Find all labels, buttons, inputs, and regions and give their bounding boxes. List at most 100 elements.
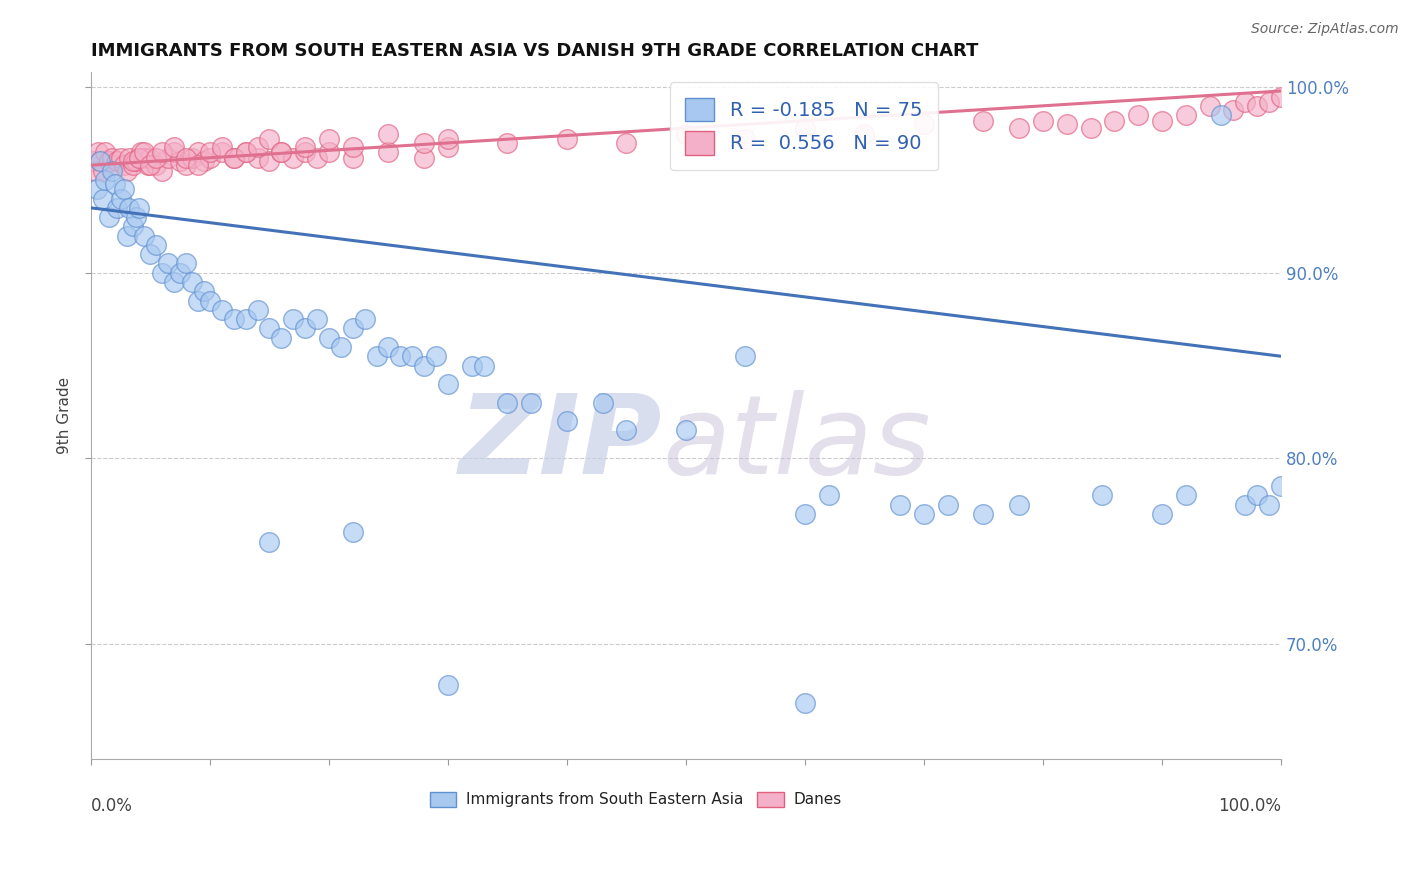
Point bbox=[97, 210, 120, 224]
Point bbox=[198, 151, 221, 165]
Point bbox=[187, 293, 209, 308]
Point bbox=[84, 163, 107, 178]
Point bbox=[139, 158, 162, 172]
Point bbox=[318, 132, 340, 146]
Point bbox=[1150, 113, 1173, 128]
Point bbox=[342, 525, 364, 540]
Point bbox=[121, 154, 143, 169]
Point bbox=[377, 145, 399, 160]
Point bbox=[87, 145, 110, 160]
Point bbox=[912, 117, 935, 131]
Point bbox=[972, 113, 994, 128]
Point bbox=[294, 139, 316, 153]
Point bbox=[174, 151, 197, 165]
Point bbox=[936, 498, 959, 512]
Point bbox=[187, 145, 209, 160]
Point bbox=[413, 359, 436, 373]
Point bbox=[104, 158, 127, 172]
Point bbox=[222, 312, 245, 326]
Point bbox=[104, 177, 127, 191]
Point bbox=[555, 132, 578, 146]
Point bbox=[1258, 498, 1281, 512]
Point bbox=[437, 139, 460, 153]
Point bbox=[163, 145, 186, 160]
Text: Immigrants from South Eastern Asia: Immigrants from South Eastern Asia bbox=[465, 792, 744, 807]
Point bbox=[734, 132, 756, 146]
Point bbox=[1270, 479, 1292, 493]
FancyBboxPatch shape bbox=[758, 792, 783, 807]
Point bbox=[342, 139, 364, 153]
Point bbox=[222, 151, 245, 165]
Point bbox=[675, 424, 697, 438]
Point bbox=[259, 534, 281, 549]
Point bbox=[437, 132, 460, 146]
Point bbox=[1032, 113, 1054, 128]
Point bbox=[1126, 108, 1149, 122]
Point bbox=[211, 139, 233, 153]
Text: IMMIGRANTS FROM SOUTH EASTERN ASIA VS DANISH 9TH GRADE CORRELATION CHART: IMMIGRANTS FROM SOUTH EASTERN ASIA VS DA… bbox=[91, 42, 979, 60]
Text: ZIP: ZIP bbox=[458, 390, 662, 497]
Point bbox=[112, 158, 135, 172]
Point bbox=[294, 321, 316, 335]
Point bbox=[125, 210, 148, 224]
Point bbox=[1246, 99, 1268, 113]
Point bbox=[128, 151, 150, 165]
Point bbox=[294, 145, 316, 160]
Point bbox=[401, 349, 423, 363]
Point bbox=[101, 151, 124, 165]
Point bbox=[496, 136, 519, 150]
Point bbox=[174, 256, 197, 270]
Point bbox=[198, 293, 221, 308]
Point bbox=[86, 182, 108, 196]
Point bbox=[1258, 95, 1281, 109]
Y-axis label: 9th Grade: 9th Grade bbox=[58, 377, 72, 454]
Point bbox=[105, 154, 128, 169]
Point bbox=[235, 145, 257, 160]
Point bbox=[329, 340, 352, 354]
Point bbox=[1104, 113, 1126, 128]
Point bbox=[592, 395, 614, 409]
Point bbox=[853, 127, 876, 141]
Point bbox=[1211, 108, 1233, 122]
Point bbox=[134, 151, 156, 165]
Point bbox=[129, 145, 152, 160]
Point bbox=[472, 359, 495, 373]
Point bbox=[145, 151, 167, 165]
Point bbox=[139, 151, 162, 165]
Point bbox=[794, 696, 817, 710]
Point bbox=[150, 266, 173, 280]
Point bbox=[1056, 117, 1078, 131]
Point bbox=[134, 228, 156, 243]
Point bbox=[145, 238, 167, 252]
Point bbox=[377, 340, 399, 354]
Point bbox=[1174, 108, 1197, 122]
Point bbox=[89, 154, 111, 169]
Point bbox=[150, 145, 173, 160]
Point bbox=[413, 151, 436, 165]
Point bbox=[169, 154, 191, 169]
Point bbox=[794, 121, 817, 136]
Point bbox=[110, 151, 132, 165]
Point bbox=[318, 145, 340, 160]
Point bbox=[555, 414, 578, 428]
Point bbox=[121, 158, 143, 172]
FancyBboxPatch shape bbox=[430, 792, 457, 807]
Point bbox=[270, 145, 292, 160]
Point bbox=[193, 154, 215, 169]
Text: Source: ZipAtlas.com: Source: ZipAtlas.com bbox=[1251, 22, 1399, 37]
Point bbox=[616, 424, 638, 438]
Point bbox=[169, 266, 191, 280]
Text: Danes: Danes bbox=[793, 792, 841, 807]
Point bbox=[211, 145, 233, 160]
Point bbox=[270, 145, 292, 160]
Point bbox=[105, 201, 128, 215]
Point bbox=[157, 151, 180, 165]
Point bbox=[82, 154, 104, 169]
Point bbox=[246, 139, 269, 153]
Point bbox=[235, 145, 257, 160]
Point bbox=[246, 302, 269, 317]
Point bbox=[437, 377, 460, 392]
Point bbox=[115, 163, 138, 178]
Point bbox=[94, 173, 117, 187]
Point bbox=[139, 247, 162, 261]
